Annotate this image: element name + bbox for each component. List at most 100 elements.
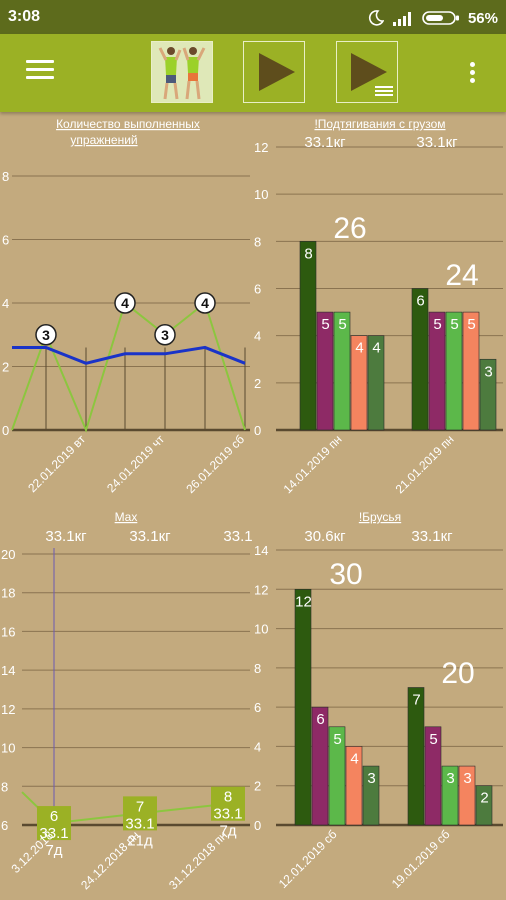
chart-title-line1: Количество выполненных [56,117,200,131]
bar-value-label: 8 [304,245,312,262]
play-button[interactable] [243,41,305,103]
bar-value-label: 12 [295,593,312,610]
point-marker [194,292,216,314]
bar-value-label: 2 [480,790,488,807]
bar [411,288,429,431]
exercise-image-button[interactable] [151,41,213,103]
bar [362,765,380,826]
marker-reps: 6 [50,808,58,825]
point-label: 3 [42,327,50,343]
y-tick-label: 8 [254,234,261,249]
bar-value-label: 5 [450,316,458,333]
bar-value-label: 5 [429,731,437,748]
series-line-blue [12,345,246,365]
group-total-label: 26 [333,212,366,245]
bar-value-label: 4 [355,340,363,357]
status-time: 3:08 [8,8,41,25]
bar [367,335,385,431]
x-tick-label: 22.01.2019 вт [25,432,88,495]
marker-reps: 8 [224,789,232,806]
y-tick-label: 20 [1,547,15,562]
weight-label: 33.1кг [304,134,346,151]
bar-value-label: 5 [333,731,341,748]
y-tick-label: 10 [254,187,268,202]
bar-value-label: 6 [416,293,424,310]
marker-box [211,786,245,821]
bar-value-label: 3 [446,770,454,787]
group-total-label: 24 [445,259,478,292]
bar-value-label: 5 [433,316,441,333]
x-tick-label: 12.01.2019 сб [276,827,340,891]
y-tick-label: 8 [2,169,9,184]
weight-label: 33.1кг [129,528,171,545]
weight-label: 30.6кг [304,528,346,545]
play-icon [259,53,295,91]
marker-reps: 7 [136,798,144,815]
x-tick-label: 26.01.2019 сб [183,432,247,496]
bar [445,311,463,431]
status-icons: 56% [368,8,498,28]
y-tick-label: 14 [1,663,15,678]
y-tick-label: 12 [254,582,268,597]
bar [333,311,351,431]
weight-label: 33.1 [223,528,252,545]
bar [316,311,334,431]
bar [424,726,442,826]
bar [350,335,368,431]
bar [328,726,346,826]
marker-weight: 33.1 [39,825,68,842]
y-tick-label: 6 [254,282,261,297]
bar [294,588,312,826]
weight-label: 33.1кг [411,528,453,545]
hamburger-icon[interactable] [26,60,54,80]
charts-area: Количество выполненных упражнений 024683… [1,117,503,892]
y-tick-label: 0 [254,423,261,438]
y-tick-label: 2 [254,376,261,391]
status-bar: 3:08 56% [0,0,506,34]
signal-icon [392,12,411,26]
bar-value-label: 3 [484,363,492,380]
battery-icon [422,11,459,25]
marker-weight: 33.1 [125,815,154,832]
bar-value-label: 6 [316,711,324,728]
y-tick-label: 16 [1,624,15,639]
y-tick-label: 14 [254,543,268,558]
bar [311,706,329,826]
play-list-button[interactable] [336,41,398,103]
bar-value-label: 3 [367,770,375,787]
chart-exercise-count: Количество выполненных упражнений 0 2 4 6 8 3… [2,117,250,496]
bar-value-label: 3 [463,770,471,787]
point-label: 3 [161,327,169,343]
x-tick-label: 24.12.2018 пн [78,828,142,892]
marker-box [37,806,71,841]
chart-dips: !Брусья 0246810121430.6кг1265433012.01.2… [254,510,503,891]
chart-title: !Брусья [359,510,401,524]
more-vert-icon[interactable] [468,62,476,84]
battery-percent: 56% [467,9,498,27]
exercise-figures-icon [152,42,212,102]
marker-weight: 33.1 [213,806,242,823]
y-tick-label: 6 [254,700,261,715]
x-tick-label: 24.01.2019 чт [104,432,167,495]
weight-label: 33.1кг [45,528,87,545]
bar-value-label: 5 [321,316,329,333]
y-tick-label: 4 [254,329,261,344]
point-label: 4 [121,295,129,311]
y-tick-label: 8 [254,661,261,676]
y-tick-label: 0 [254,818,261,833]
bar [441,765,459,826]
moon-icon [368,10,384,26]
point-label: 4 [201,295,209,311]
chart-title-line2: упражнений [70,133,137,147]
point-marker [114,292,136,314]
point-marker [35,324,57,346]
y-tick-label: 4 [254,739,261,754]
y-tick-label: 10 [254,622,268,637]
y-tick-label: 2 [254,779,261,794]
bar-value-label: 5 [338,316,346,333]
chart-title: Max [115,510,138,524]
bar [345,746,363,826]
bar [458,765,476,826]
group-total-label: 30 [329,558,362,591]
